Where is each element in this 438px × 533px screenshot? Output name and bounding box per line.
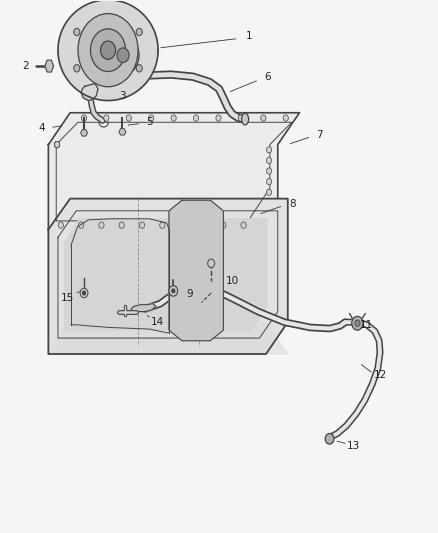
Circle shape <box>238 115 244 121</box>
Text: 1: 1 <box>246 31 253 41</box>
Polygon shape <box>58 0 158 101</box>
Circle shape <box>99 222 104 228</box>
Text: 2: 2 <box>22 61 28 71</box>
Circle shape <box>325 433 334 444</box>
Polygon shape <box>119 128 126 135</box>
Circle shape <box>91 29 126 71</box>
Text: 5: 5 <box>146 117 153 127</box>
Circle shape <box>169 286 178 296</box>
Polygon shape <box>45 60 53 72</box>
Text: 4: 4 <box>38 123 45 133</box>
Circle shape <box>172 289 175 293</box>
Circle shape <box>266 157 272 164</box>
Text: 9: 9 <box>186 289 193 299</box>
Circle shape <box>266 147 272 153</box>
Circle shape <box>74 28 80 36</box>
Circle shape <box>54 141 60 148</box>
Circle shape <box>200 222 205 228</box>
Polygon shape <box>48 323 288 354</box>
Text: 10: 10 <box>226 276 239 286</box>
Circle shape <box>119 222 124 228</box>
Circle shape <box>355 320 360 326</box>
Text: 8: 8 <box>289 199 295 209</box>
Circle shape <box>266 179 272 185</box>
Circle shape <box>194 115 199 121</box>
Circle shape <box>266 189 272 196</box>
Circle shape <box>81 115 87 121</box>
Text: 3: 3 <box>119 91 126 101</box>
Text: 11: 11 <box>360 320 373 330</box>
Circle shape <box>54 141 60 148</box>
Circle shape <box>58 222 64 228</box>
Circle shape <box>100 41 116 59</box>
Polygon shape <box>81 84 98 101</box>
Circle shape <box>126 115 131 121</box>
Circle shape <box>78 13 138 87</box>
Circle shape <box>283 115 288 121</box>
Circle shape <box>266 168 272 174</box>
Circle shape <box>136 28 142 36</box>
Circle shape <box>241 222 246 228</box>
Polygon shape <box>169 200 223 341</box>
Polygon shape <box>131 304 156 312</box>
Circle shape <box>117 48 129 62</box>
Text: 7: 7 <box>316 130 322 140</box>
Ellipse shape <box>242 114 249 125</box>
Circle shape <box>54 141 60 148</box>
Circle shape <box>171 115 176 121</box>
Polygon shape <box>64 219 267 330</box>
Circle shape <box>82 291 86 295</box>
Circle shape <box>160 222 165 228</box>
Text: 12: 12 <box>374 370 387 380</box>
Circle shape <box>352 317 363 330</box>
Circle shape <box>104 115 109 121</box>
Circle shape <box>216 115 221 121</box>
Circle shape <box>180 222 185 228</box>
Circle shape <box>261 115 266 121</box>
Circle shape <box>54 141 60 148</box>
Circle shape <box>107 36 139 75</box>
Circle shape <box>74 64 80 72</box>
Circle shape <box>221 222 226 228</box>
Circle shape <box>148 115 154 121</box>
Text: 14: 14 <box>151 317 164 327</box>
Polygon shape <box>48 199 288 354</box>
Circle shape <box>80 288 88 298</box>
Polygon shape <box>48 113 300 230</box>
Polygon shape <box>81 130 88 136</box>
Circle shape <box>54 141 60 148</box>
Circle shape <box>139 222 145 228</box>
Circle shape <box>78 222 84 228</box>
Circle shape <box>208 259 215 268</box>
Text: 6: 6 <box>265 71 271 82</box>
Text: 15: 15 <box>61 293 74 303</box>
Circle shape <box>136 64 142 72</box>
Text: 13: 13 <box>347 441 360 451</box>
